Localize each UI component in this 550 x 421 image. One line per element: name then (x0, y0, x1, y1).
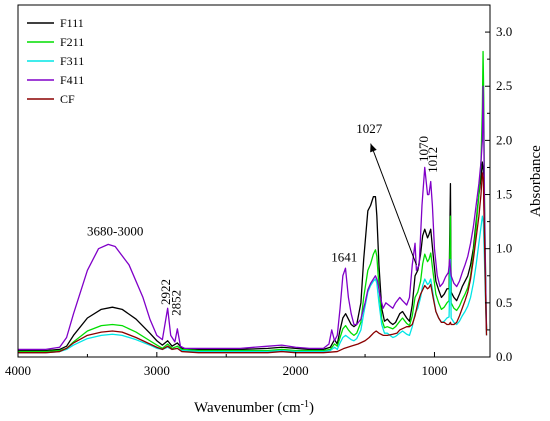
series-line-f111 (18, 161, 488, 352)
series-line-f411 (18, 85, 488, 351)
series-line-f211 (18, 50, 488, 353)
x-axis-title: Wavenumber (cm-1) (194, 399, 314, 417)
y-tick-label: 1.5 (496, 187, 512, 202)
y-tick-label: 1.0 (496, 241, 512, 256)
x-tick-label: 1000 (421, 363, 447, 378)
y-axis-ticks: 0.0 0.5 1.0 1.5 2.0 2.5 3.0 (485, 24, 512, 364)
peak-annotation: 1641 (331, 250, 357, 265)
x-axis-ticks: 4000 3000 2000 1000 (5, 352, 447, 378)
y-tick-label: 2.5 (496, 78, 512, 93)
peak-annotation: 1027 (356, 121, 383, 136)
peak-annotation: 2852 (168, 290, 183, 316)
y-axis-title: Absorbance (528, 145, 544, 217)
y-tick-label: 0.5 (496, 295, 512, 310)
annotation-arrow (370, 143, 417, 266)
peak-annotation: 2922 (158, 279, 173, 305)
legend-label-f211: F211 (60, 35, 84, 49)
legend-label-cf: CF (60, 92, 75, 106)
arrow-head (370, 143, 377, 153)
legend-label-f411: F411 (60, 73, 84, 87)
plot-frame (17, 4, 491, 358)
x-tick-label: 2000 (283, 363, 309, 378)
peak-annotation: 1070 (416, 136, 431, 162)
y-tick-label: 0.0 (496, 349, 512, 364)
legend-label-f111: F111 (60, 16, 84, 30)
y-tick-label: 3.0 (496, 24, 512, 39)
series-layer (18, 50, 488, 354)
y-tick-label: 2.0 (496, 132, 512, 147)
legend-label-f311: F311 (60, 54, 84, 68)
x-tick-label: 4000 (5, 363, 31, 378)
series-line-cf (18, 172, 488, 354)
peak-annotation: 1012 (425, 147, 440, 173)
x-tick-label: 3000 (144, 363, 170, 378)
legend: F111 F211 F311 F411 CF (27, 16, 84, 106)
peak-annotation: 3680-3000 (87, 224, 143, 239)
